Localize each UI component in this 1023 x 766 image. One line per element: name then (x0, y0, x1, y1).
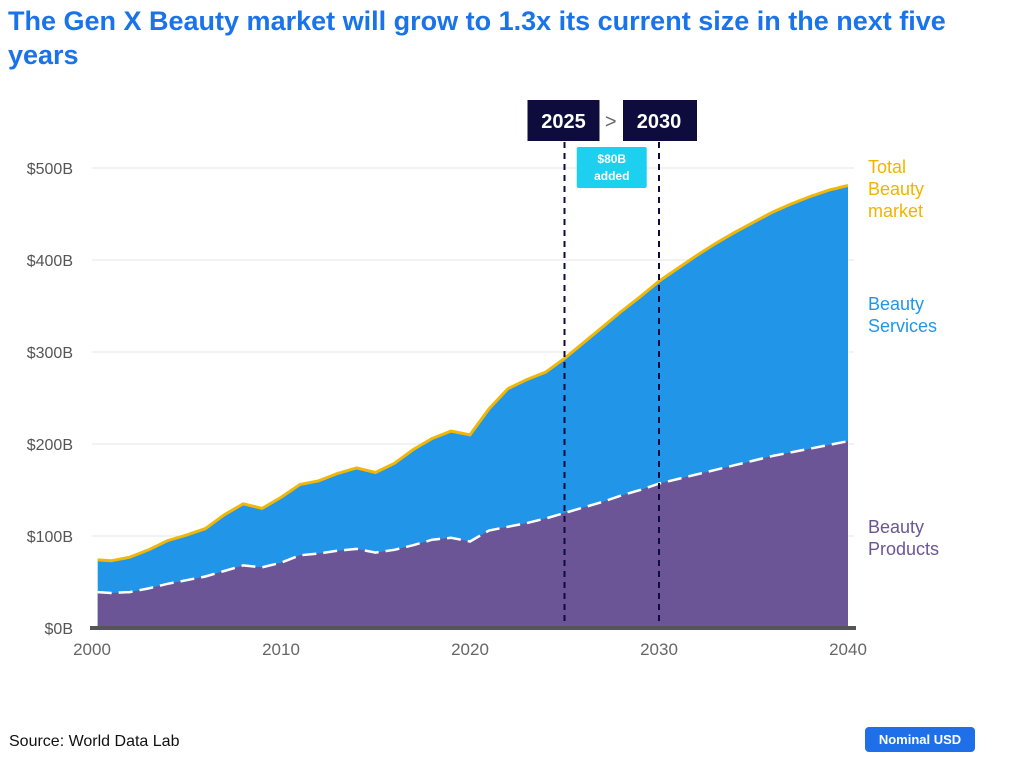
y-tick-label: $500B (27, 161, 73, 178)
legend: TotalBeautymarketBeautyServicesBeautyPro… (868, 157, 939, 559)
legend-total-beauty-market: Total (868, 157, 906, 177)
y-tick-label: $300B (27, 345, 73, 362)
legend-beauty-services: Services (868, 316, 937, 336)
x-tick-label: 2000 (73, 640, 111, 659)
added-value-text: added (594, 169, 629, 183)
start-year-label: 2025 (541, 111, 586, 133)
beauty-products-line (97, 439, 849, 595)
y-tick-label: $400B (27, 253, 73, 270)
legend-beauty-products: Beauty (868, 517, 924, 537)
x-tick-label: 2010 (262, 640, 300, 659)
chart-title: The Gen X Beauty market will grow to 1.3… (8, 6, 946, 70)
y-tick-label: $200B (27, 437, 73, 454)
end-year-label: 2030 (637, 111, 682, 133)
areas (97, 184, 849, 628)
period-markers: 2025 >2030 $80B added (527, 100, 697, 628)
x-tick-label: 2040 (829, 640, 867, 659)
end-year-box (623, 100, 697, 141)
x-tick-label: 2020 (451, 640, 489, 659)
axes: 2000 2010 2020 2030 2040 (73, 626, 867, 659)
legend-beauty-services: Beauty (868, 294, 924, 314)
source-note: Source: World Data Lab (9, 733, 180, 750)
legend-beauty-products: Products (868, 539, 939, 559)
start-year-box (527, 100, 600, 141)
period-arrow-icon: > (605, 111, 617, 133)
y-tick-label: $0B (45, 621, 73, 638)
x-tick-label: 2030 (640, 640, 678, 659)
total-beauty-market-line (97, 184, 849, 563)
nominal-usd-badge[interactable]: Nominal USD (865, 727, 975, 752)
y-tick-label: $100B (27, 529, 73, 546)
beauty-products-area (97, 441, 848, 628)
legend-total-beauty-market: market (868, 201, 923, 221)
added-value-amount: $80B (597, 152, 626, 166)
legend-total-beauty-market: Beauty (868, 179, 924, 199)
added-value-box (576, 147, 647, 188)
